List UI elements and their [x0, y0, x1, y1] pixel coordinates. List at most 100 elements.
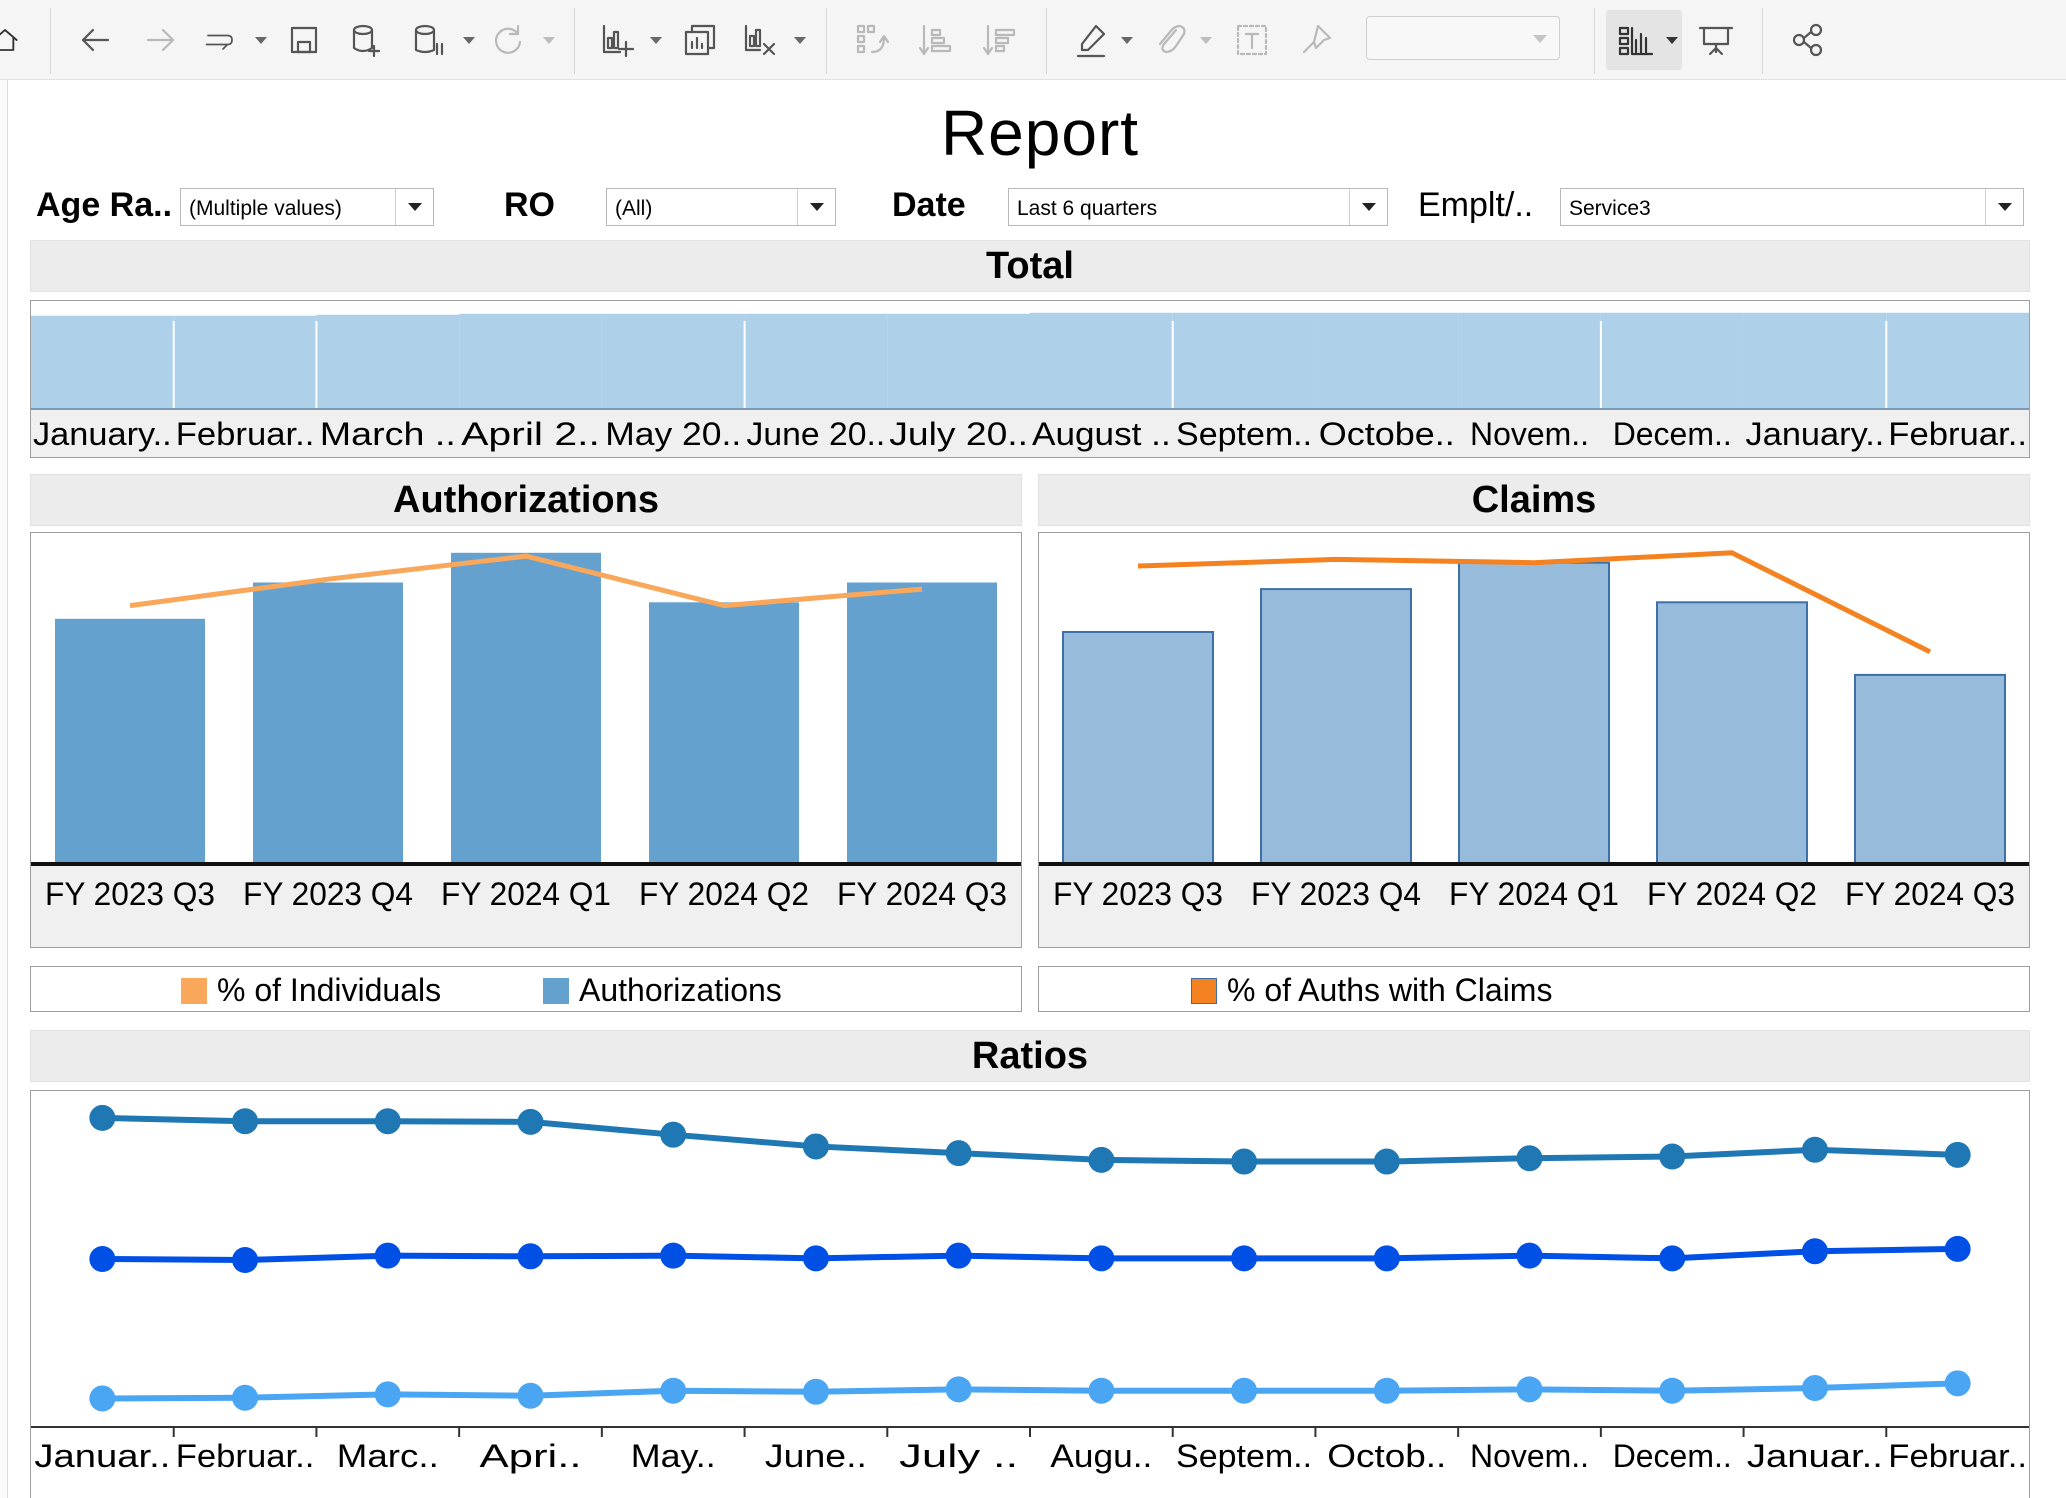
ratio-point — [945, 1242, 972, 1269]
authorizations-legend: % of Individuals Authorizations — [30, 966, 1022, 1012]
claims-bar — [1656, 601, 1808, 865]
total-tick-label: Octobe.. — [1319, 416, 1455, 452]
filter-age-range-select[interactable]: (Multiple values) — [180, 188, 434, 226]
authorizations-tick-label: FY 2024 Q2 — [639, 876, 809, 912]
ratio-tick-label: Octob.. — [1327, 1438, 1446, 1474]
filter-ro-value: (All) — [615, 197, 653, 220]
total-tick-label: January.. — [1746, 416, 1885, 452]
new-worksheet-dropdown-icon[interactable] — [650, 37, 662, 44]
ratio-tick-label: Septem.. — [1176, 1438, 1312, 1474]
legend-swatch — [1191, 977, 1217, 1004]
total-axis-band — [31, 409, 2029, 457]
ratio-point — [1944, 1370, 1971, 1397]
filter-label-employment: Emplt/.. — [1418, 186, 1534, 224]
highlight-icon[interactable] — [1070, 18, 1114, 62]
clear-sheet-icon[interactable] — [738, 18, 782, 62]
total-chart[interactable]: January.. Februar.. March .. April 2.. May 2… — [30, 300, 2030, 458]
toolbar-separator — [1594, 8, 1595, 74]
filter-employment-select[interactable]: Service3 — [1560, 188, 2024, 226]
new-worksheet-icon[interactable] — [594, 18, 638, 62]
claims-tick-label: FY 2024 Q2 — [1647, 876, 1817, 912]
ratio-tick-label: Januar.. — [1747, 1438, 1883, 1474]
legend-item-pct-auths-claims[interactable]: % of Auths with Claims — [1191, 972, 1552, 1009]
legend-item-pct-individuals[interactable]: % of Individuals — [181, 972, 441, 1009]
duplicate-sheet-icon[interactable] — [678, 18, 722, 62]
highlight-dropdown-icon[interactable] — [1121, 37, 1133, 44]
claims-chart[interactable]: FY 2023 Q3 FY 2023 Q4 FY 2024 Q1 FY 2024 Q2… — [1038, 532, 2030, 948]
save-icon[interactable] — [284, 18, 324, 62]
ratio-series-line — [102, 1380, 1958, 1402]
chevron-down-icon[interactable] — [1985, 189, 2023, 225]
group-dropdown-icon[interactable] — [1200, 37, 1212, 44]
sort-descending-icon[interactable] — [976, 18, 1020, 62]
share-icon[interactable] — [1786, 18, 1830, 62]
claims-axis-band — [1039, 863, 2029, 947]
legend-item-authorizations[interactable]: Authorizations — [543, 972, 782, 1009]
claims-tick-label: FY 2023 Q3 — [1053, 876, 1223, 912]
total-tick-label: May 20.. — [605, 416, 741, 452]
back-icon[interactable] — [74, 18, 118, 62]
ratio-tick-label: May.. — [631, 1438, 716, 1474]
total-bar — [1030, 312, 1173, 409]
new-datasource-icon[interactable] — [346, 18, 386, 62]
ratio-point — [517, 1243, 544, 1270]
ratio-point — [89, 1385, 116, 1412]
show-me-icon[interactable] — [1614, 18, 1658, 62]
claims-bar — [1260, 588, 1412, 864]
total-bar — [1172, 312, 1316, 409]
authorizations-bar — [55, 618, 205, 863]
ratio-point — [1088, 1377, 1115, 1404]
legend-label: % of Auths with Claims — [1227, 972, 1553, 1008]
ratio-tick-label: Marc.. — [337, 1438, 439, 1474]
label-icon[interactable] — [1230, 18, 1274, 62]
refresh-dropdown-icon[interactable] — [543, 37, 555, 44]
ratios-chart-svg: Januar.. Februar.. Marc.. Apri.. May.. June..… — [31, 1104, 2029, 1474]
forward-icon[interactable] — [138, 18, 182, 62]
home-icon[interactable] — [0, 18, 20, 62]
refresh-icon[interactable] — [486, 18, 530, 62]
ratios-chart[interactable]: Januar.. Februar.. Marc.. Apri.. May.. June..… — [30, 1090, 2030, 1498]
ratio-point — [802, 1245, 829, 1272]
fix-axes-icon[interactable] — [1294, 18, 1338, 62]
filter-ro-select[interactable]: (All) — [606, 188, 836, 226]
ratio-point — [1088, 1245, 1115, 1272]
show-me-dropdown-icon[interactable] — [1666, 37, 1678, 44]
authorizations-tick-label: FY 2024 Q3 — [837, 876, 1007, 912]
datasource-dropdown-icon[interactable] — [463, 37, 475, 44]
filter-date-select[interactable]: Last 6 quarters — [1008, 188, 1388, 226]
total-tick-label: April 2.. — [461, 416, 600, 452]
authorizations-chart[interactable]: FY 2023 Q3 FY 2023 Q4 FY 2024 Q1 FY 2024 Q2… — [30, 532, 1022, 948]
ratio-tick-label: Augu.. — [1050, 1438, 1152, 1474]
filter-label-ro: RO — [504, 186, 555, 224]
redo-dropdown-icon[interactable] — [255, 37, 267, 44]
ratio-tick-label: Januar.. — [34, 1438, 170, 1474]
sort-ascending-icon[interactable] — [912, 18, 956, 62]
total-bar — [1600, 312, 1744, 409]
ratio-point — [232, 1384, 259, 1411]
total-tick-label: Decem.. — [1613, 416, 1732, 452]
presentation-icon[interactable] — [1694, 18, 1738, 62]
pause-updates-icon[interactable] — [408, 18, 448, 62]
legend-label: % of Individuals — [217, 972, 442, 1008]
section-title-claims: Claims — [1038, 474, 2030, 526]
chevron-down-icon[interactable] — [1349, 189, 1387, 225]
claims-tick-label: FY 2023 Q4 — [1251, 876, 1421, 912]
group-icon[interactable] — [1148, 18, 1192, 62]
ratio-series-line — [102, 1114, 1958, 1165]
chevron-down-icon[interactable] — [797, 189, 835, 225]
toolbar — [0, 0, 2066, 80]
swap-icon[interactable] — [850, 18, 894, 62]
chevron-down-icon[interactable] — [395, 189, 433, 225]
clear-sheet-dropdown-icon[interactable] — [794, 37, 806, 44]
ratio-point — [1516, 1145, 1543, 1172]
authorizations-tick-label: FY 2023 Q3 — [45, 876, 215, 912]
authorizations-chart-svg: FY 2023 Q3 FY 2023 Q4 FY 2024 Q1 FY 2024 Q2… — [31, 552, 1021, 947]
redo-icon[interactable] — [196, 18, 244, 62]
ratio-point — [374, 1242, 401, 1269]
fit-selector[interactable] — [1366, 16, 1560, 60]
total-tick-label: Februar.. — [1888, 416, 2027, 452]
ratio-tick-label: Decem.. — [1613, 1438, 1732, 1474]
total-bar — [31, 315, 174, 409]
section-title-authorizations: Authorizations — [30, 474, 1022, 526]
ratio-point — [374, 1108, 401, 1135]
